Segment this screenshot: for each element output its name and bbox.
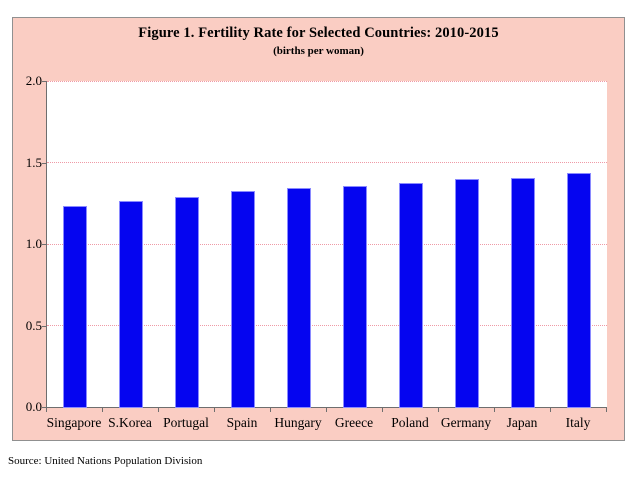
- y-axis-tick-label: 1.5: [25, 154, 42, 170]
- source-note: Source: United Nations Population Divisi…: [8, 455, 203, 467]
- gridline: [47, 325, 607, 326]
- x-axis-tick: [46, 408, 47, 412]
- x-axis-tick: [214, 408, 215, 412]
- x-axis-tick: [158, 408, 159, 412]
- x-axis-tick: [606, 408, 607, 412]
- gridline: [47, 162, 607, 163]
- x-axis-category-label: Spain: [226, 415, 258, 430]
- chart-panel: Figure 1. Fertility Rate for Selected Co…: [12, 17, 625, 441]
- x-axis-tick: [550, 408, 551, 412]
- x-axis-category-label: S.Korea: [108, 415, 152, 430]
- x-axis-tick: [438, 408, 439, 412]
- bar-portugal: [176, 198, 198, 407]
- x-axis-category-label: Italy: [565, 415, 591, 430]
- bar-skorea: [120, 201, 142, 407]
- gridline: [47, 243, 607, 245]
- chart-subtitle: (births per woman): [273, 45, 364, 57]
- y-axis-tick-label: 1.0: [25, 236, 42, 251]
- y-axis-tick: [42, 81, 46, 82]
- x-axis-tick: [326, 408, 327, 412]
- bar-italy: [568, 173, 590, 407]
- bar-poland: [400, 183, 422, 407]
- x-axis-tick: [494, 408, 495, 412]
- bar-spain: [232, 191, 254, 407]
- x-axis-category-label: Poland: [391, 415, 429, 430]
- bar-japan: [512, 178, 534, 407]
- x-axis-category-label: Hungary: [274, 415, 322, 430]
- bar-greece: [344, 186, 366, 407]
- y-axis-tick: [42, 407, 46, 408]
- x-axis-category-label: Germany: [440, 415, 492, 430]
- x-axis-tick: [270, 408, 271, 412]
- y-axis-tick: [42, 162, 46, 164]
- y-axis-tick: [42, 244, 46, 245]
- x-axis-category-label: Singapore: [46, 415, 102, 430]
- bar-singapore: [64, 206, 86, 407]
- bar-germany: [456, 180, 478, 407]
- x-axis-category-label: Greece: [334, 415, 374, 430]
- x-axis-tick: [102, 408, 103, 412]
- chart-title: Figure 1. Fertility Rate for Selected Co…: [138, 25, 499, 41]
- x-axis-category-label: Portugal: [163, 415, 209, 430]
- gridline: [47, 81, 607, 82]
- bar-hungary: [288, 188, 310, 407]
- y-axis-tick-label: 2.0: [25, 73, 42, 88]
- x-axis-category-label: Japan: [506, 415, 538, 430]
- y-axis-tick: [42, 325, 46, 327]
- x-axis-tick: [382, 408, 383, 412]
- plot-area: [46, 81, 607, 408]
- y-axis-tick-label: 0.5: [25, 317, 42, 333]
- y-axis-tick-label: 0.0: [25, 399, 42, 414]
